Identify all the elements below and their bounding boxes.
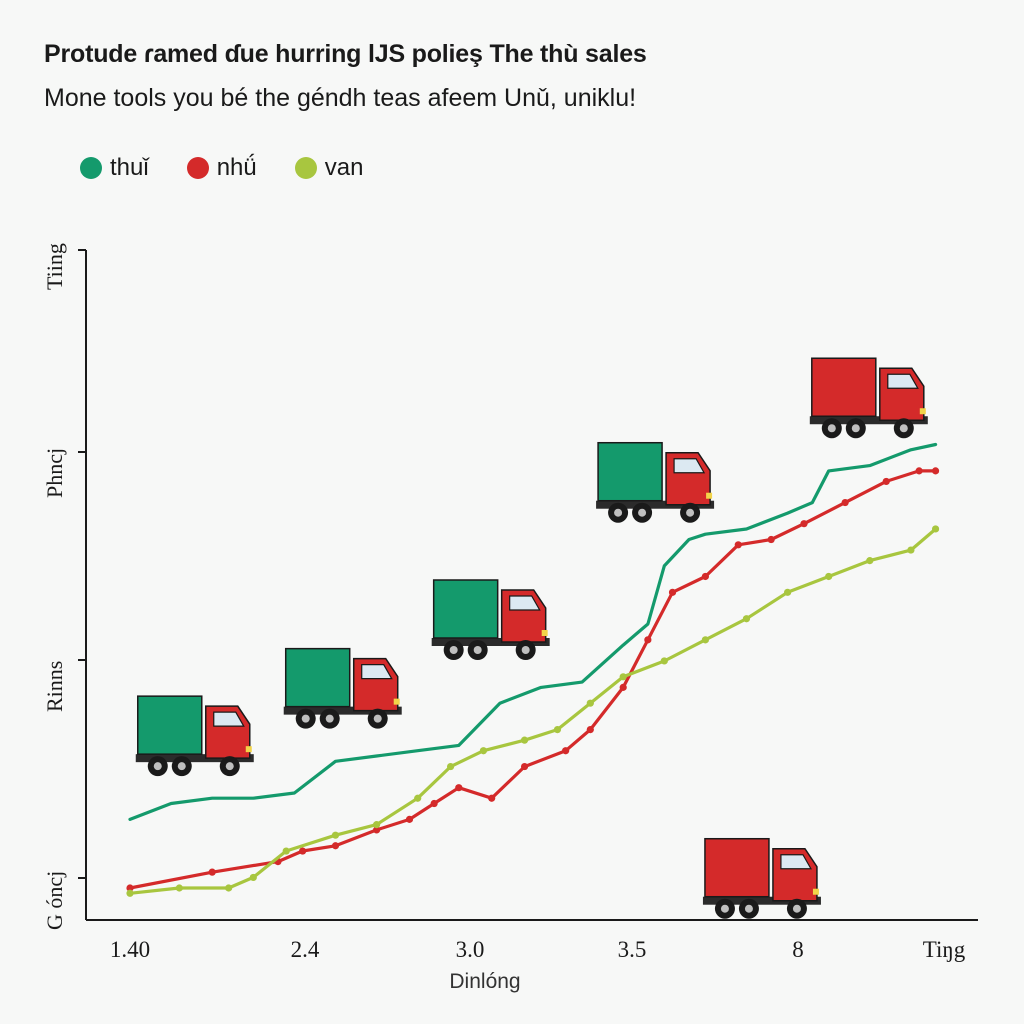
data-point — [373, 826, 381, 834]
data-point — [520, 736, 529, 744]
chart-title: Protude ɾamed ɗue hurring lJS polieş The… — [44, 40, 647, 68]
data-point — [520, 762, 529, 771]
data-point — [931, 467, 940, 475]
data-point — [373, 821, 381, 829]
chart-subtitle: Mone tools you bé the géndh teas afeem U… — [44, 84, 637, 112]
data-point — [882, 477, 890, 486]
legend-item-nhu[interactable]: nhǘ — [186, 154, 257, 182]
data-point — [414, 794, 422, 802]
data-point — [405, 815, 414, 823]
legend-swatch-van — [294, 157, 317, 179]
data-point — [126, 889, 134, 897]
data-point — [734, 541, 742, 549]
data-point — [331, 831, 340, 839]
data-point — [175, 884, 183, 892]
series-0 — [128, 442, 938, 822]
data-point — [825, 572, 833, 581]
data-point — [841, 498, 849, 507]
x-tick-label: 1.40 — [110, 937, 150, 962]
data-point — [767, 535, 775, 544]
data-point — [488, 794, 496, 802]
series-line — [128, 527, 938, 895]
y-tick-label-upper: Phncj — [42, 448, 67, 498]
data-point — [479, 747, 488, 755]
x-tick-label: 3.0 — [456, 937, 485, 962]
series-line — [128, 442, 938, 822]
data-point — [742, 615, 751, 623]
data-point — [586, 699, 594, 707]
legend-label-van: van — [324, 154, 364, 181]
data-point — [225, 884, 233, 892]
x-tick-label: Tiŋg — [923, 937, 966, 962]
data-point — [446, 762, 455, 771]
series-1 — [126, 467, 940, 892]
data-point — [701, 572, 710, 581]
data-point — [931, 525, 940, 533]
data-point — [126, 884, 134, 892]
data-point — [866, 557, 874, 565]
x-tick-labels: 1.40 2.4 3.0 3.5 8 Tiŋg — [110, 937, 966, 962]
truck-icon — [431, 579, 550, 660]
data-point — [619, 673, 627, 681]
y-tick-labels: Tiing Phncj Rinns G óncj — [42, 243, 67, 930]
data-point — [907, 546, 915, 554]
truck-icon — [283, 647, 402, 729]
x-axis-label: Dinlóng — [449, 970, 520, 993]
data-point — [619, 683, 627, 691]
data-point — [915, 467, 923, 475]
x-tick-label: 2.4 — [291, 937, 320, 962]
truck-annotations — [135, 357, 928, 919]
series-2 — [126, 525, 940, 897]
series-line — [128, 469, 938, 890]
data-point — [553, 726, 562, 734]
data-point — [784, 588, 792, 596]
legend: thuǐ nhǘ van — [80, 154, 363, 182]
legend-swatch-nhu — [186, 157, 209, 179]
data-point — [455, 784, 463, 792]
data-point — [299, 847, 307, 855]
legend-label-thui: thuǐ — [110, 154, 149, 181]
data-point — [644, 636, 652, 644]
legend-swatch-thui — [80, 157, 102, 179]
legend-item-thui[interactable]: thuǐ — [80, 154, 149, 182]
data-point — [249, 873, 257, 882]
data-point — [668, 588, 677, 596]
series-layer — [126, 442, 940, 897]
truck-icon — [702, 837, 821, 919]
chart-axes — [78, 249, 978, 921]
y-tick-label-bottom: G óncj — [42, 871, 67, 930]
truck-icon — [596, 441, 715, 523]
data-point — [586, 726, 594, 734]
data-point — [208, 868, 216, 876]
y-tick-label-top: Tiing — [42, 243, 67, 290]
data-point — [660, 657, 668, 665]
legend-item-van[interactable]: van — [294, 154, 364, 182]
data-point — [430, 799, 438, 808]
data-point — [331, 842, 340, 850]
x-tick-label: 8 — [792, 937, 804, 962]
data-point — [562, 747, 570, 755]
truck-icon — [809, 357, 928, 439]
data-point — [800, 520, 808, 528]
legend-label-nhu: nhǘ — [216, 154, 257, 181]
x-tick-label: 3.5 — [618, 937, 647, 962]
data-point — [282, 847, 290, 855]
data-point — [701, 636, 710, 644]
truck-icon — [135, 695, 254, 777]
y-tick-label-lower: Rinns — [42, 661, 67, 712]
